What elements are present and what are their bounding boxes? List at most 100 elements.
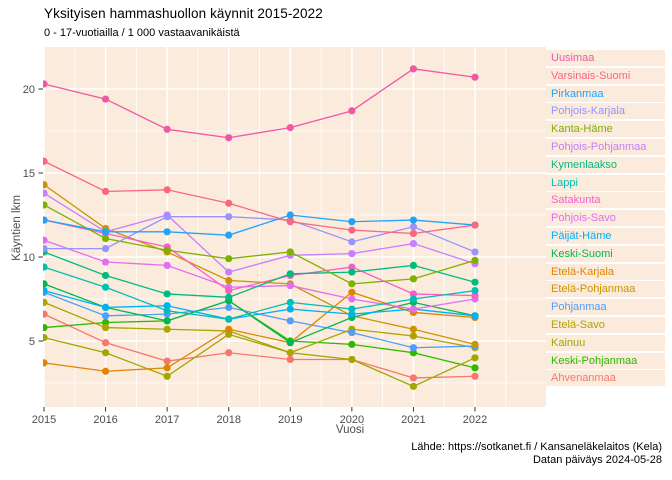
data-point-Keski-Pohjanmaa-2016 bbox=[101, 318, 110, 327]
data-point-Päijät-Häme-2015 bbox=[43, 287, 48, 295]
data-point-Varsinais-Suomi-2020 bbox=[348, 226, 356, 234]
y-tick-label: 5 bbox=[29, 336, 35, 348]
y-axis-label: Käyntien lkm bbox=[11, 195, 23, 261]
series-line-Keski-Pohjanmaa bbox=[43, 299, 476, 369]
data-point-Uusimaa-2019 bbox=[286, 124, 294, 132]
y-tick-label: 20 bbox=[23, 84, 35, 96]
data-point-Ahvenanmaa-2016 bbox=[101, 339, 110, 347]
series-line-Lappi bbox=[43, 266, 476, 320]
data-point-Keski-Suomi-2019 bbox=[286, 339, 294, 347]
data-point-Ahvenanmaa-2019 bbox=[286, 355, 294, 364]
data-point-Päijät-Häme-2017 bbox=[163, 302, 171, 310]
data-point-Pohjois-Pohjanmaa-2020 bbox=[348, 250, 356, 258]
data-point-Etelä-Pohjanmaa-2022 bbox=[471, 340, 479, 348]
chart-subtitle: 0 - 17-vuotiailla / 1 000 vastaavanikäis… bbox=[44, 27, 240, 39]
data-point-Kanta-Häme-2021 bbox=[409, 275, 418, 283]
data-point-Ahvenanmaa-2015 bbox=[43, 310, 48, 318]
data-point-Uusimaa-2018 bbox=[225, 134, 233, 142]
data-point-Kanta-Häme-2015 bbox=[43, 201, 48, 209]
legend-item-Päijät-Häme: Päijät-Häme bbox=[546, 227, 665, 244]
data-point-Etelä-Karjala-2018 bbox=[225, 325, 233, 333]
data-point-Keski-Pohjanmaa-2021 bbox=[409, 349, 418, 357]
legend-item-Keski-Suomi: Keski-Suomi bbox=[546, 245, 665, 262]
legend-item-Pohjois-Pohjanmaa: Pohjois-Pohjanmaa bbox=[546, 138, 665, 155]
data-point-Lappi-2020 bbox=[348, 305, 356, 313]
legend-item-Pohjois-Savo: Pohjois-Savo bbox=[546, 210, 665, 227]
x-tick-label: 2019 bbox=[278, 414, 302, 426]
data-point-Uusimaa-2020 bbox=[348, 107, 356, 115]
data-point-Keski-Suomi-2015 bbox=[43, 280, 48, 288]
data-point-Ahvenanmaa-2022 bbox=[471, 372, 479, 380]
data-point-Kanta-Häme-2017 bbox=[163, 246, 171, 254]
data-point-Pirkanmaa-2016 bbox=[101, 228, 110, 236]
data-point-Kanta-Häme-2016 bbox=[101, 234, 110, 243]
data-point-Kanta-Häme-2022 bbox=[471, 256, 479, 264]
data-point-Varsinais-Suomi-2021 bbox=[409, 229, 418, 238]
data-point-Keski-Pohjanmaa-2020 bbox=[348, 340, 356, 348]
data-point-Uusimaa-2016 bbox=[101, 95, 110, 103]
data-point-Pirkanmaa-2017 bbox=[163, 228, 171, 236]
x-axis-label: Vuosi bbox=[335, 424, 365, 436]
data-point-Pohjanmaa-2016 bbox=[101, 312, 110, 320]
data-point-Keski-Pohjanmaa-2015 bbox=[43, 323, 48, 332]
data-point-Kainuu-2021 bbox=[409, 382, 418, 390]
data-point-Päijät-Häme-2016 bbox=[101, 303, 110, 311]
data-point-Lappi-2015 bbox=[43, 263, 48, 271]
data-point-Pohjois-Karjala-2022 bbox=[471, 248, 479, 256]
data-point-Etelä-Savo-2019 bbox=[286, 349, 294, 357]
legend-item-Satakunta: Satakunta bbox=[546, 192, 665, 209]
data-point-Uusimaa-2015 bbox=[43, 80, 48, 88]
data-point-Kanta-Häme-2018 bbox=[225, 255, 233, 263]
data-point-Pohjois-Pohjanmaa-2021 bbox=[409, 239, 418, 248]
y-tick-label: 15 bbox=[23, 168, 35, 180]
data-point-Pohjois-Karjala-2017 bbox=[163, 213, 171, 221]
x-tick-label: 2022 bbox=[463, 414, 487, 426]
data-point-Pohjois-Savo-2021 bbox=[409, 305, 418, 313]
data-point-Päijät-Häme-2020 bbox=[348, 310, 356, 318]
data-point-Pohjanmaa-2021 bbox=[409, 344, 418, 352]
series-line-Ahvenanmaa bbox=[43, 313, 476, 379]
data-point-Pohjois-Karjala-2021 bbox=[409, 223, 418, 231]
data-point-Etelä-Karjala-2015 bbox=[43, 359, 48, 367]
data-point-Etelä-Karjala-2016 bbox=[101, 367, 110, 375]
series-line-Etelä-Savo bbox=[43, 301, 476, 354]
series-line-Etelä-Karjala bbox=[43, 291, 476, 372]
data-point-Ahvenanmaa-2018 bbox=[225, 349, 233, 357]
data-point-Etelä-Savo-2021 bbox=[409, 332, 418, 340]
series-line-Pohjois-Savo bbox=[43, 239, 476, 310]
data-point-Satakunta-2022 bbox=[471, 292, 479, 300]
legend-item-Varsinais-Suomi: Varsinais-Suomi bbox=[546, 67, 665, 84]
data-point-Pirkanmaa-2015 bbox=[43, 216, 48, 224]
legend-item-Pohjanmaa: Pohjanmaa bbox=[546, 299, 665, 316]
series-line-Uusimaa bbox=[43, 68, 476, 139]
data-point-Satakunta-2020 bbox=[348, 263, 356, 271]
data-point-Varsinais-Suomi-2018 bbox=[225, 199, 233, 207]
series-line-Kanta-Häme bbox=[43, 204, 476, 285]
data-point-Etelä-Pohjanmaa-2015 bbox=[43, 181, 48, 189]
data-point-Kainuu-2015 bbox=[43, 334, 48, 342]
data-point-Kainuu-2016 bbox=[101, 349, 110, 357]
series-line-Satakunta bbox=[43, 219, 476, 297]
legend-item-Kanta-Häme: Kanta-Häme bbox=[546, 121, 665, 138]
data-point-Kymenlaakso-2019 bbox=[286, 270, 294, 278]
data-point-Pirkanmaa-2021 bbox=[409, 216, 418, 224]
series-line-Pirkanmaa bbox=[43, 214, 476, 236]
line-chart-plot: 5 10 15 20 2015 2016 2017 2018 2019 2020 2021 2022 bbox=[23, 47, 546, 426]
data-point-Pohjois-Savo-2020 bbox=[348, 295, 356, 303]
series-group bbox=[43, 65, 479, 390]
data-point-Etelä-Karjala-2020 bbox=[348, 288, 356, 296]
data-point-Pohjois-Karjala-2015 bbox=[43, 245, 48, 253]
data-point-Kymenlaakso-2016 bbox=[101, 271, 110, 280]
data-point-Kymenlaakso-2018 bbox=[225, 293, 233, 301]
data-point-Pohjois-Karjala-2020 bbox=[348, 238, 356, 246]
data-date-line: Datan päiväys 2024-05-28 bbox=[532, 454, 662, 466]
data-point-Keski-Pohjanmaa-2022 bbox=[471, 364, 479, 372]
caption: Lähde: https://sotkanet.fi / Kansaneläke… bbox=[262, 441, 662, 467]
data-point-Pohjois-Pohjanmaa-2018 bbox=[225, 268, 233, 276]
data-point-Pohjanmaa-2018 bbox=[225, 303, 233, 311]
data-point-Pirkanmaa-2019 bbox=[286, 211, 294, 219]
legend-item-Kainuu: Kainuu bbox=[546, 334, 665, 351]
data-point-Lappi-2017 bbox=[163, 307, 171, 315]
data-point-Etelä-Pohjanmaa-2018 bbox=[225, 276, 233, 285]
legend-item-Etelä-Pohjanmaa: Etelä-Pohjanmaa bbox=[546, 281, 665, 298]
